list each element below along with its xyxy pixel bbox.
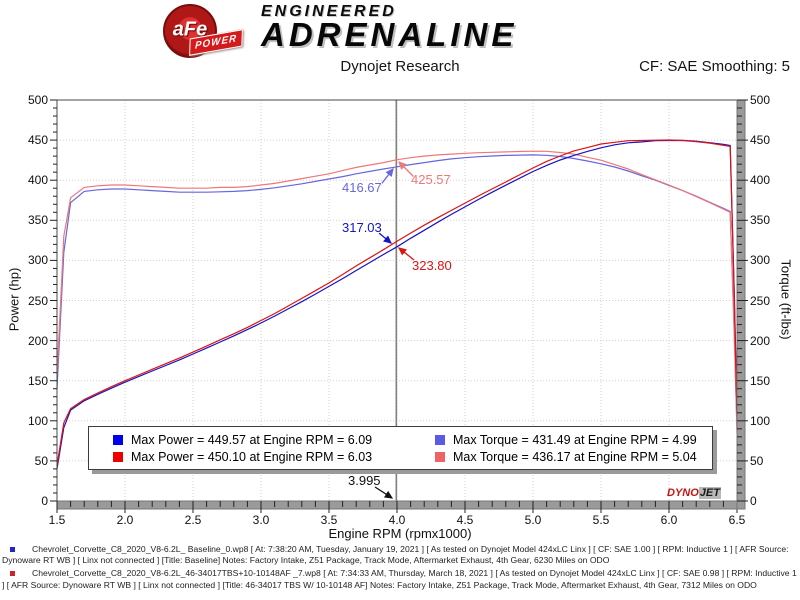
legend-label: Max Power = 449.57 at Engine RPM = 6.09 — [131, 432, 373, 447]
y-tick-right: 100 — [750, 413, 771, 428]
torque-new-value-arrow — [398, 161, 415, 178]
torque-baseline-value: 416.67 — [342, 180, 382, 195]
legend-label: Max Torque = 431.49 at Engine RPM = 4.99 — [453, 432, 697, 447]
power-baseline-value-arrow — [378, 232, 392, 244]
legend-swatch-icon — [113, 451, 123, 462]
torque-new-value: 425.57 — [411, 172, 451, 187]
y-tick-right: 200 — [750, 333, 771, 348]
x-tick: 3.0 — [252, 513, 270, 527]
brand-engineered: ENGINEERED — [261, 3, 397, 20]
x-tick: 2.5 — [184, 513, 202, 527]
legend-swatch-icon — [435, 434, 445, 445]
legend-entry-power-new: Max Power = 450.10 at Engine RPM = 6.03 — [89, 450, 411, 464]
x-tick: 5.5 — [592, 513, 610, 527]
dynojet-watermark: DYNOJET — [667, 487, 721, 499]
right-axis-bar — [736, 99, 746, 510]
y-tick-left: 300 — [27, 253, 48, 268]
legend-swatch-icon — [435, 451, 445, 462]
x-tick: 4.5 — [456, 513, 474, 527]
power-new-value-arrow — [397, 247, 415, 261]
run-footnotes: Chevrolet_Corvette_C8_2020_V8-6.2L_ Base… — [0, 544, 798, 593]
y-tick-left: 0 — [41, 494, 48, 508]
y-tick-right: 400 — [750, 173, 771, 188]
y-tick-right: 500 — [750, 93, 771, 107]
legend-swatch-icon — [113, 434, 123, 445]
cf-smoothing-label: CF: SAE Smoothing: 5 — [639, 58, 790, 75]
x-tick: 1.5 — [48, 513, 66, 527]
y-tick-right: 450 — [750, 133, 771, 148]
y-tick-left: 100 — [27, 413, 48, 428]
power-new-value: 323.80 — [412, 258, 452, 273]
x-axis-label: Engine RPM (rpmx1000) — [328, 526, 472, 541]
x-tick: 4.0 — [388, 513, 406, 527]
legend-entry-torque-new: Max Torque = 436.17 at Engine RPM = 5.04 — [411, 450, 712, 464]
torque-baseline-value-arrow — [378, 167, 394, 188]
brand-text: ENGINEERED ADRENALINE — [261, 3, 517, 51]
y-tick-right: 0 — [750, 494, 757, 508]
legend-entry-torque-baseline: Max Torque = 431.49 at Engine RPM = 4.99 — [411, 433, 712, 447]
y-tick-right: 150 — [750, 373, 771, 388]
y-tick-left: 350 — [27, 213, 48, 228]
legend-box: Max Power = 449.57 at Engine RPM = 6.09 M… — [88, 426, 713, 470]
curve-torque-new — [56, 150, 738, 433]
x-tick: 6.0 — [660, 513, 678, 527]
footnote-2: Chevrolet_Corvette_C8_2020_V8-6.2L_46-34… — [2, 568, 798, 590]
footnote-bullet-icon — [10, 571, 15, 577]
y-tick-right: 300 — [750, 253, 771, 268]
dynojet-watermark-dyno: DYNO — [667, 487, 699, 499]
x-tick: 6.5 — [728, 513, 746, 527]
dynojet-watermark-jet: JET — [698, 487, 721, 499]
y-tick-right: 350 — [750, 213, 771, 228]
y-tick-left: 150 — [27, 373, 48, 388]
x-tick: 3.5 — [320, 513, 338, 527]
cursor-rpm-value: 3.995 — [348, 473, 381, 488]
legend-label: Max Power = 450.10 at Engine RPM = 6.03 — [131, 449, 373, 464]
y-tick-left: 50 — [34, 453, 48, 468]
afe-logo-text: aFe — [172, 18, 208, 41]
legend-entry-power-baseline: Max Power = 449.57 at Engine RPM = 6.09 — [89, 433, 411, 447]
curve-power-new — [56, 139, 738, 466]
x-tick: 2.0 — [116, 513, 134, 527]
brand-adrenaline: ADRENALINE — [261, 16, 518, 53]
y-tick-right: 50 — [750, 453, 764, 468]
footnote-1: Chevrolet_Corvette_C8_2020_V8-6.2L_ Base… — [2, 544, 798, 566]
y-tick-left: 500 — [27, 93, 48, 107]
footnote-text: Chevrolet_Corvette_C8_2020_V8-6.2L_ Base… — [2, 544, 789, 566]
footnote-bullet-icon — [10, 547, 15, 552]
y-tick-left: 250 — [27, 293, 48, 308]
legend-label: Max Torque = 436.17 at Engine RPM = 5.04 — [453, 449, 697, 464]
y-tick-left: 400 — [27, 173, 48, 188]
power-baseline-value: 317.03 — [342, 220, 382, 235]
y-tick-left: 200 — [27, 333, 48, 348]
x-tick: 5.0 — [524, 513, 542, 527]
cursor-rpm-value-arrow — [374, 486, 394, 499]
footnote-text: Chevrolet_Corvette_C8_2020_V8-6.2L_46-34… — [2, 568, 797, 590]
y-tick-left: 450 — [27, 133, 48, 148]
curve-power-baseline — [56, 139, 738, 469]
chart-title: Dynojet Research — [340, 58, 460, 75]
y-tick-right: 250 — [750, 293, 771, 308]
